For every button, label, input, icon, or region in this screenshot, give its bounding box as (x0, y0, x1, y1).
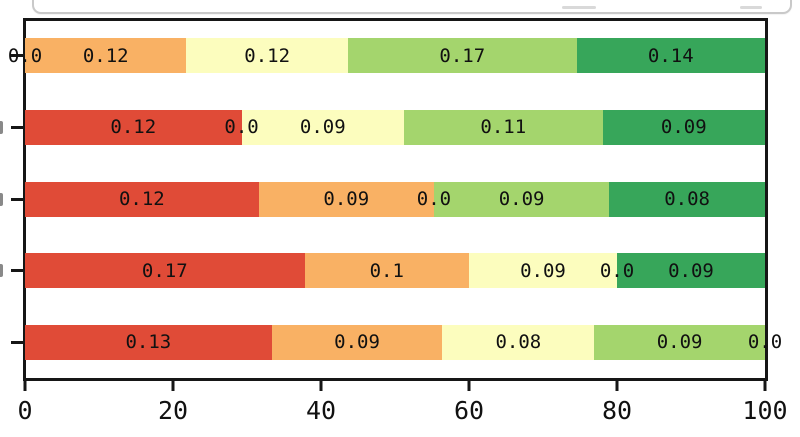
bar-segment-red (25, 181, 259, 217)
segment-value-label: 0.0 (747, 331, 783, 354)
legend-text-fragment (562, 6, 596, 9)
segment-value-label: 0.09 (498, 188, 545, 210)
bar-segment-lightgreen (594, 324, 765, 360)
x-tick-mark (467, 378, 471, 391)
segment-value-label: 0.0 (224, 116, 259, 139)
segment-value-label: 0.08 (495, 331, 542, 354)
bar-segment-green (602, 109, 765, 145)
x-tick-mark (615, 378, 619, 391)
bar-segment-green (617, 253, 765, 289)
x-tick-mark (319, 378, 323, 391)
legend-text-fragment (740, 6, 762, 9)
segment-value-label: 0.09 (520, 259, 566, 282)
segment-value-label: 0.17 (439, 44, 486, 67)
x-tick-label: 20 (157, 396, 189, 425)
bar-segment-red (25, 253, 305, 289)
y-tick-mark (11, 125, 25, 129)
x-tick-label: 40 (305, 396, 337, 425)
y-tick-mark (11, 340, 25, 344)
bar-segment-yellow (186, 38, 348, 74)
x-tick-mark (23, 378, 27, 391)
plot-area: 0 20 40 60 80 100 0.0 0.12 0.12 0.17 0.14 0.1… (8, 20, 788, 425)
segment-value-label: 0.09 (323, 188, 370, 210)
bar-segment-lightgreen (433, 181, 610, 217)
bar-segment-orange (271, 324, 443, 360)
bar-row: 0.12 0.09 0.0 0.09 0.08 (25, 181, 765, 217)
segment-value-label: 0.0 (599, 259, 635, 282)
bar-segment-red (25, 109, 242, 145)
segment-value-label: 0.0 (7, 44, 43, 67)
bar-segment-green (609, 181, 765, 217)
bar-segment-orange (25, 38, 187, 74)
bar-row: 0.0 0.12 0.12 0.17 0.14 (8, 38, 765, 74)
y-tick-mark (11, 269, 25, 273)
x-tick-label: 80 (601, 396, 633, 425)
segment-value-label: 0.1 (369, 259, 404, 282)
bar-segment-green (576, 38, 765, 74)
segment-value-label: 0.14 (647, 44, 694, 67)
bar-segment-orange (304, 253, 469, 289)
segment-value-label: 0.08 (664, 188, 710, 210)
segment-value-label: 0.17 (141, 259, 188, 282)
segment-value-label: 0.09 (656, 331, 703, 354)
x-tick-label: 100 (742, 396, 788, 425)
segment-value-label: 0.12 (82, 44, 129, 67)
bar-row: 0.12 0.0 0.09 0.11 0.09 (25, 109, 765, 145)
bar-segment-yellow (469, 253, 617, 289)
bar-segment-orange (258, 181, 434, 217)
segment-value-label: 0.12 (244, 44, 291, 67)
y-tick-label-fragment (0, 121, 3, 134)
segment-value-label: 0.0 (416, 188, 452, 210)
bar-row: 0.17 0.1 0.09 0.0 0.09 (25, 253, 765, 289)
bar-segment-lightgreen (347, 38, 577, 74)
y-tick-label-fragment (0, 264, 3, 277)
segment-value-label: 0.12 (110, 116, 157, 139)
bar-segment-lightgreen (404, 109, 603, 145)
segment-value-label: 0.09 (299, 116, 346, 139)
y-tick-mark (11, 54, 25, 58)
bar-segment-red (25, 324, 272, 360)
bar-segment-yellow (241, 109, 405, 145)
segment-value-label: 0.12 (118, 188, 165, 210)
segment-value-label: 0.13 (125, 331, 172, 354)
bar-segment-yellow (442, 324, 595, 360)
x-tick-label: 60 (453, 396, 485, 425)
x-tick-mark (763, 378, 767, 391)
cropped-legend-panel (32, 0, 792, 14)
segment-value-label: 0.09 (660, 116, 707, 139)
segment-value-label: 0.09 (334, 331, 380, 354)
x-tick-mark (171, 378, 175, 391)
segment-value-label: 0.09 (668, 259, 714, 282)
x-tick-label: 0 (17, 396, 33, 425)
bar-row: 0.13 0.09 0.08 0.09 0.0 (25, 324, 782, 360)
y-tick-mark (11, 197, 25, 201)
segment-value-label: 0.11 (480, 116, 527, 139)
y-tick-label-fragment (0, 193, 3, 206)
